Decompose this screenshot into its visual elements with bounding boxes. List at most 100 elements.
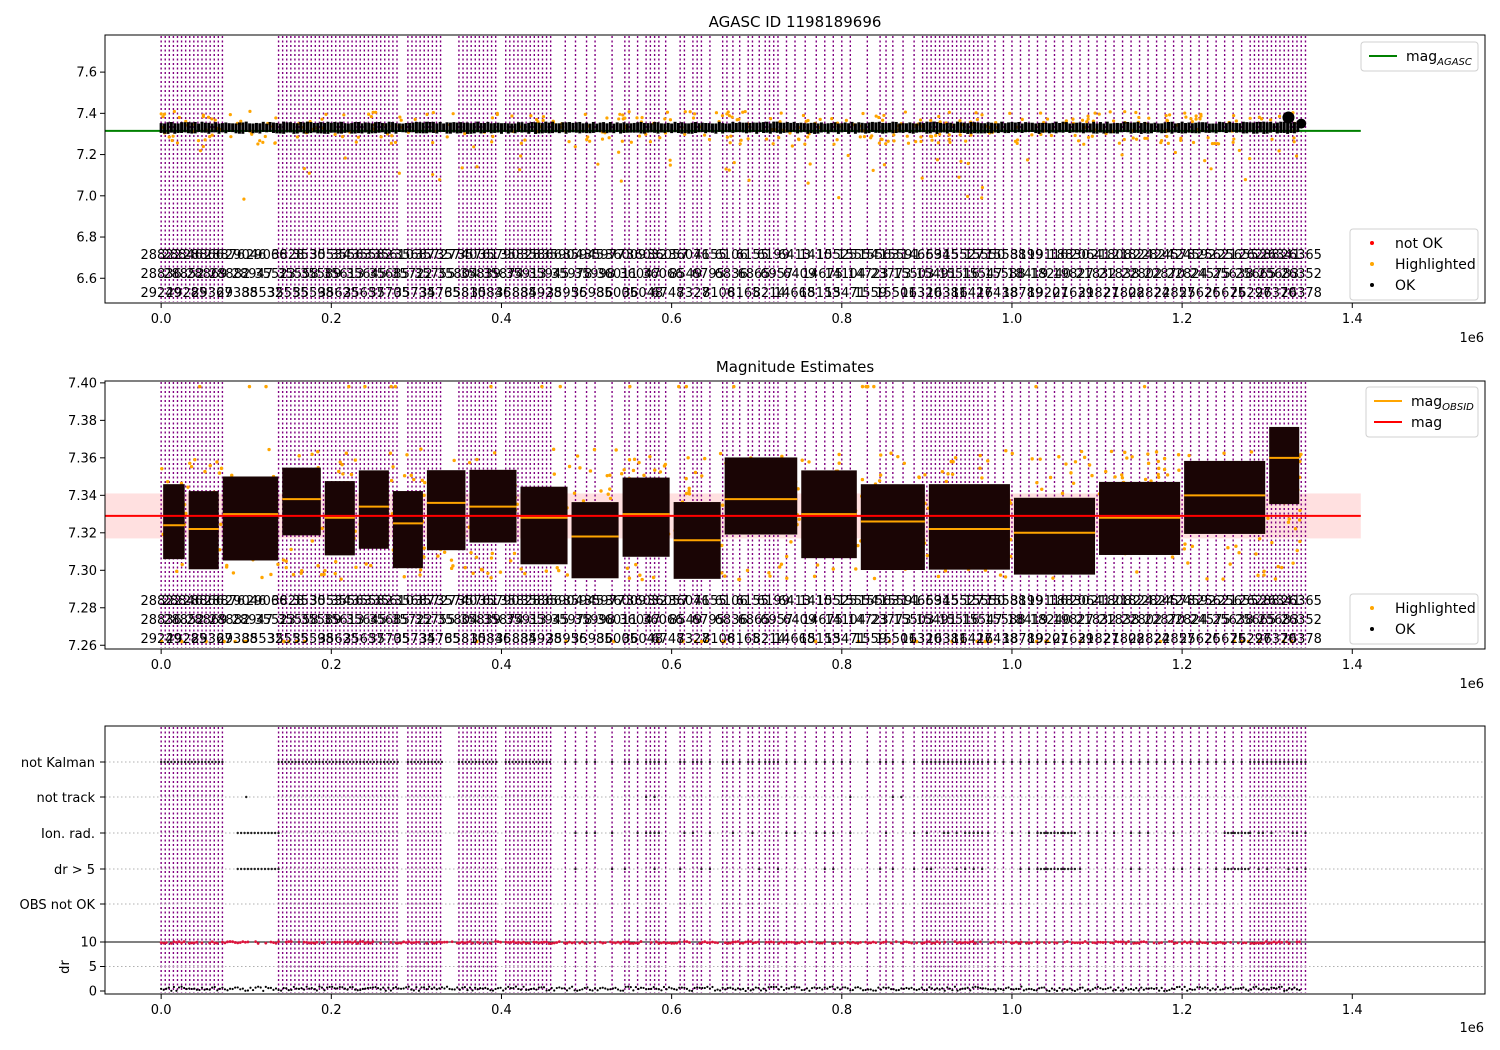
obsid-label: 35755 bbox=[414, 613, 455, 628]
highlighted-point bbox=[567, 464, 572, 469]
dr-over-limit-marker bbox=[443, 940, 446, 944]
obsid-label: 35534 bbox=[309, 594, 350, 609]
highlighted-point bbox=[1109, 449, 1114, 454]
highlighted-point bbox=[779, 562, 784, 566]
not-track-marker bbox=[849, 795, 852, 799]
dr-over-limit-marker bbox=[1170, 940, 1174, 943]
dr-point bbox=[1114, 988, 1117, 992]
dr-over-limit-marker bbox=[1175, 941, 1179, 945]
y-tick-label: 7.40 bbox=[68, 376, 97, 391]
dr-point bbox=[1278, 986, 1281, 989]
dr-point bbox=[198, 988, 201, 992]
dr-point bbox=[415, 985, 418, 989]
highlighted-point bbox=[1082, 455, 1087, 460]
legend-frame bbox=[1365, 386, 1479, 438]
highlighted-point bbox=[631, 468, 636, 473]
not-kalman-marker bbox=[410, 760, 413, 764]
dr-point bbox=[259, 986, 262, 989]
not-kalman-marker bbox=[504, 760, 507, 764]
dr-point bbox=[1265, 988, 1268, 991]
dr-point bbox=[1004, 987, 1008, 990]
dr-point bbox=[859, 987, 862, 990]
highlighted-point bbox=[356, 135, 360, 139]
highlighted-point bbox=[438, 178, 442, 182]
dr-point bbox=[905, 986, 908, 990]
highlighted-point bbox=[291, 572, 296, 577]
dr-tick-label: 10 bbox=[80, 936, 97, 951]
obsid-label: 15501 bbox=[875, 632, 916, 647]
legend-label: OK bbox=[1395, 278, 1416, 294]
not-kalman-marker bbox=[345, 760, 348, 764]
legend-label: Highlighted bbox=[1395, 601, 1476, 617]
dr-point bbox=[489, 989, 492, 992]
not-kalman-marker bbox=[878, 760, 882, 764]
highlighted-point bbox=[632, 457, 637, 462]
dr-over-limit-marker bbox=[187, 941, 191, 945]
highlighted-point bbox=[946, 472, 950, 476]
dr-point bbox=[941, 987, 944, 990]
highlighted-point bbox=[339, 577, 343, 581]
not-kalman-marker bbox=[1163, 760, 1167, 764]
not-kalman-marker bbox=[393, 760, 396, 764]
flags-x-offset-label: 1e6 bbox=[1459, 1021, 1484, 1036]
dr-gt-5-marker bbox=[955, 867, 958, 871]
dr-point bbox=[499, 986, 502, 989]
dr-point bbox=[1165, 989, 1168, 992]
highlighted-point bbox=[608, 496, 613, 501]
highlighted-point bbox=[684, 491, 689, 496]
dr-point bbox=[622, 989, 625, 992]
dr-point bbox=[624, 985, 627, 989]
dr-over-limit-marker bbox=[483, 941, 487, 945]
highlighted-point bbox=[1298, 539, 1302, 544]
dr-point bbox=[1109, 986, 1112, 989]
dr-point bbox=[371, 986, 375, 989]
highlighted-point bbox=[267, 447, 271, 452]
highlighted-point bbox=[1168, 113, 1172, 117]
not-kalman-marker bbox=[1019, 760, 1022, 764]
not-kalman-marker bbox=[1304, 760, 1307, 764]
dr-point bbox=[1025, 988, 1028, 991]
not-kalman-marker bbox=[644, 760, 648, 764]
not-kalman-marker bbox=[1010, 760, 1014, 764]
obsid-label: 15547 bbox=[961, 613, 1002, 628]
dr-point bbox=[928, 986, 931, 989]
dr-point bbox=[793, 985, 796, 988]
dr-over-limit-marker bbox=[688, 941, 691, 944]
dr-point bbox=[338, 985, 341, 989]
highlighted-point bbox=[965, 194, 970, 199]
agasc-legend-upper: magAGASC bbox=[1360, 41, 1479, 72]
highlighted-point bbox=[974, 111, 978, 115]
highlighted-point bbox=[250, 132, 254, 136]
obsid-label: 18789 bbox=[1002, 632, 1043, 647]
ion-rad-marker bbox=[1056, 831, 1060, 835]
dr-gt-5-marker bbox=[925, 867, 929, 871]
highlighted-point bbox=[1079, 449, 1084, 454]
obsid-label: 28822 bbox=[140, 594, 181, 609]
highlighted-point bbox=[947, 133, 951, 137]
dr-tick-label: 5 bbox=[89, 960, 97, 975]
dr-gt-5-marker bbox=[1044, 867, 1048, 871]
dr-over-limit-marker bbox=[1142, 940, 1146, 944]
highlighted-point bbox=[512, 551, 517, 556]
highlighted-point bbox=[640, 116, 644, 120]
dr-point bbox=[407, 985, 410, 988]
not-kalman-marker bbox=[725, 760, 729, 764]
dr-point bbox=[693, 986, 696, 990]
highlighted-point bbox=[621, 113, 625, 117]
highlighted-point bbox=[691, 116, 696, 120]
highlighted-point bbox=[161, 115, 165, 119]
not-kalman-marker bbox=[1257, 760, 1260, 764]
dr-over-limit-marker bbox=[672, 941, 676, 945]
dr-gt-5-marker bbox=[1039, 867, 1043, 871]
not-kalman-marker bbox=[1129, 760, 1133, 764]
x-tick-label: 0.4 bbox=[491, 658, 512, 673]
dr-point bbox=[1002, 989, 1005, 992]
dr-over-limit-marker bbox=[884, 940, 888, 944]
dr-point bbox=[729, 986, 732, 989]
obsid-label: 21827 bbox=[1078, 632, 1119, 647]
dr-over-limit-marker bbox=[1104, 940, 1107, 944]
dr-point bbox=[397, 987, 400, 990]
dr-over-limit-marker bbox=[1295, 940, 1299, 944]
highlighted-point bbox=[206, 115, 211, 119]
dr-gt-5-marker bbox=[700, 867, 703, 871]
